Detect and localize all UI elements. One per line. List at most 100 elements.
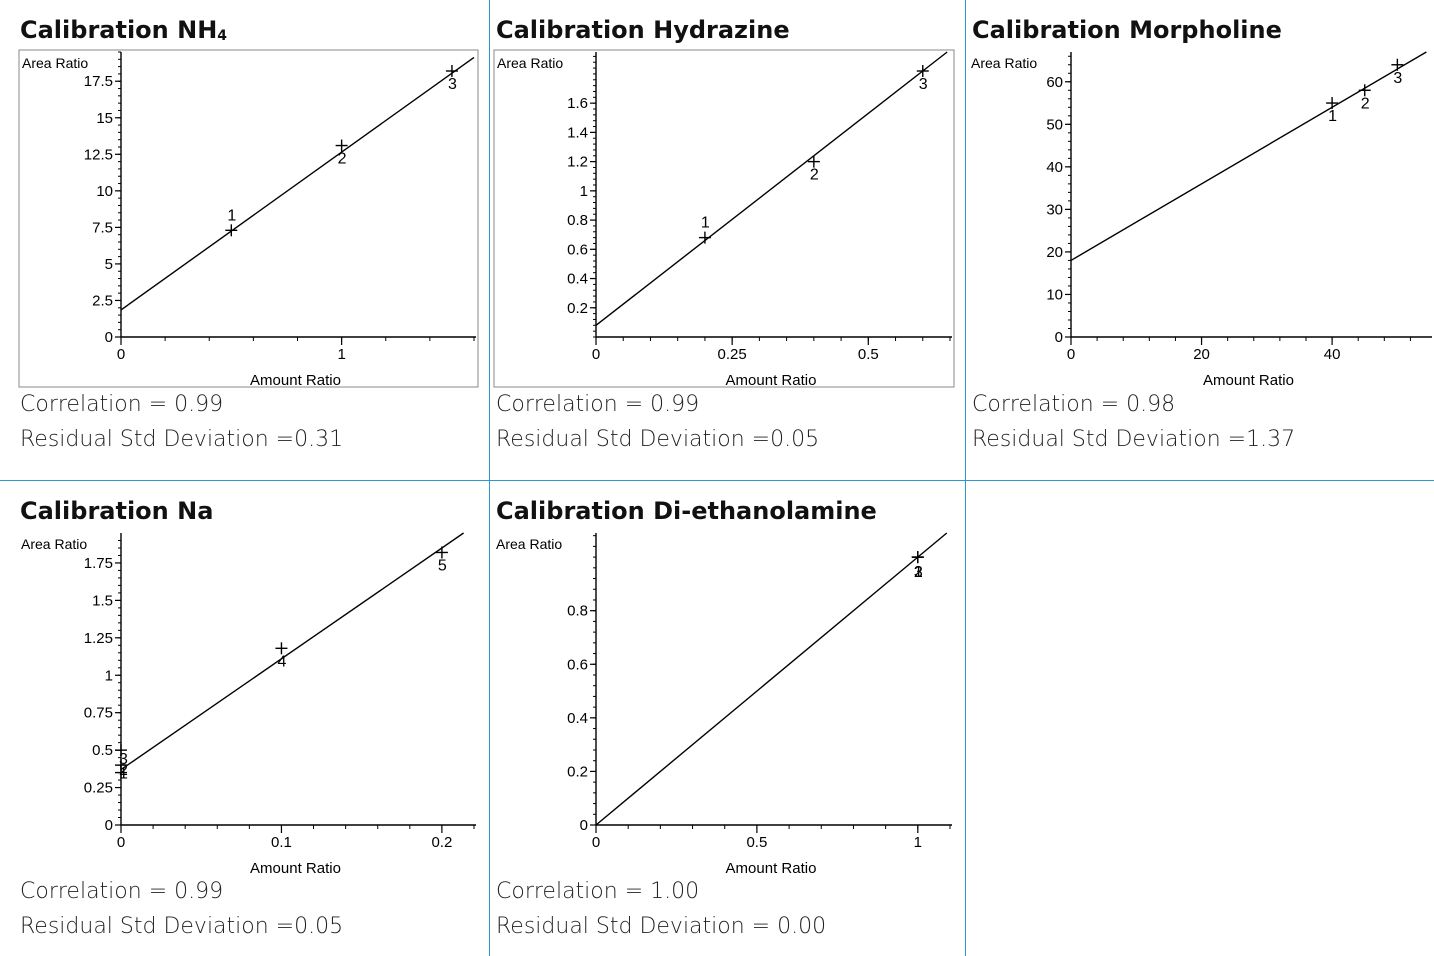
y-tick-label: 1.4 [567,124,588,141]
y-tick-label: 0.8 [567,603,588,620]
data-point: 3 [445,65,458,93]
y-tick-label: 1 [580,183,588,200]
chart-plot: 0 0.25 0.5 0.75 1 1.25 1.5 1.75 0 0.1 0.2 Area Rati… [21,532,476,877]
y-tick-label: 12.5 [84,146,113,163]
x-axis-label: Amount Ratio [726,372,817,389]
panel-morpholine: Calibration Morpholine 0 10 20 30 40 50 60 0 20 40… [966,0,1434,481]
plot-frame [18,49,479,388]
data-point: 3 [115,744,128,768]
y-tick-label: 0 [105,817,113,834]
y-tick-label: 1.5 [92,592,113,609]
y-tick-label: 0.8 [567,212,588,229]
x-tick-label: 0.25 [718,346,747,363]
chart-plot: 0.2 0.4 0.6 0.8 1 1.2 1.4 1.6 0 0.25 0.5 Area Ratio… [493,49,955,389]
y-tick-label: 1.75 [84,555,113,572]
y-tick-label: 60 [1046,74,1063,91]
chart-title: Calibration Morpholine [972,14,1282,46]
data-point: 4 [275,642,288,670]
y-tick-label: 1.6 [567,95,588,112]
y-tick-label: 40 [1046,159,1063,176]
fit-line [120,532,464,771]
y-axis-label: Area Ratio [497,55,563,71]
point-label: 3 [914,564,923,581]
correlation-text: Correlation = 0.99 [20,879,224,904]
point-label: 4 [277,653,286,670]
x-tick-label: 0 [592,346,600,363]
chart-title: Calibration Na [20,495,213,527]
y-tick-label: 5 [105,256,113,273]
y-tick-label: 0.6 [567,656,588,673]
point-label: 2 [1361,95,1370,112]
y-tick-label: 50 [1046,116,1063,133]
x-tick-label: 0.5 [746,834,767,851]
point-label: 3 [448,76,457,93]
y-axis-label: Area Ratio [971,55,1037,71]
y-tick-label: 20 [1046,244,1063,261]
point-label: 3 [1393,70,1402,87]
x-tick-label: 0.2 [431,834,452,851]
x-tick-label: 1 [914,834,922,851]
y-tick-label: 17.5 [84,73,113,90]
x-tick-label: 0 [117,346,125,363]
fit-line [595,51,948,326]
panel-empty [966,481,1434,956]
y-tick-label: 7.5 [92,219,113,236]
x-axis-label: Amount Ratio [250,372,341,389]
y-tick-label: 0.6 [567,241,588,258]
y-tick-label: 0.2 [567,763,588,780]
x-tick-label: 0 [1067,346,1075,363]
point-label: 1 [227,207,236,224]
y-tick-label: 0 [1055,329,1063,346]
data-point: 1 [698,215,711,244]
x-tick-label: 1 [337,346,345,363]
y-axis-label: Area Ratio [22,55,88,71]
data-point: 3 [1391,58,1404,87]
x-axis-label: Amount Ratio [250,860,341,877]
data-point: 1 [1326,97,1339,125]
chart-title-main: Calibration Di-ethanolamine [496,497,877,525]
chart-title-main: Calibration Na [20,497,214,525]
point-label: 1 [119,766,128,783]
y-tick-label: 0.4 [567,710,588,727]
y-axis-label: Area Ratio [21,536,87,552]
y-tick-label: 0.5 [92,742,113,759]
x-tick-label: 0.5 [858,346,879,363]
x-tick-label: 40 [1324,346,1341,363]
correlation-text: Correlation = 0.98 [972,392,1176,417]
point-label: 2 [119,762,128,779]
data-point: 5 [435,546,448,574]
data-point: 3 [916,65,929,93]
x-tick-label: 0 [117,834,125,851]
x-tick-label: 0 [592,834,600,851]
data-point: 3 [911,551,924,581]
residual-text: Residual Std Deviation =0.05 [20,914,344,939]
chart-plot: 0 10 20 30 40 50 60 0 20 40 Area Ratio Amount Ratio… [971,51,1432,389]
chart-title-main: Calibration NH [20,16,218,44]
point-label: 2 [338,151,347,168]
data-point: 2 [335,139,348,168]
data-point: 2 [1358,84,1371,112]
chart-plot: 0 2.5 5 7.5 10 12.5 15 17.5 0 1 Area Ratio Amount R… [18,49,479,389]
residual-text: Residual Std Deviation =1.37 [972,427,1296,452]
panel-di-ethanolamine: Calibration Di-ethanolamine 0 0.2 0.4 0.6 0.8… [490,481,966,956]
data-point: 2 [115,759,128,779]
chart-title-main: Calibration Morpholine [972,16,1282,44]
residual-text: Residual Std Deviation = 0.00 [496,914,827,939]
chart-plot: 0 0.2 0.4 0.6 0.8 0 0.5 1 Area Ratio Amount Ratio… [496,532,952,877]
residual-text: Residual Std Deviation =0.05 [496,427,820,452]
y-tick-label: 15 [96,110,113,127]
chart-title: Calibration Hydrazine [496,14,790,46]
y-tick-label: 0.25 [84,780,113,797]
correlation-text: Correlation = 0.99 [496,392,700,417]
y-tick-label: 0 [105,329,113,346]
panel-na: Calibration Na 0 0.25 0.5 0.75 1 1.25 1.5 1.75 0 0… [0,481,490,956]
correlation-text: Correlation = 1.00 [496,879,700,904]
y-tick-label: 1.2 [567,154,588,171]
chart-title-main: Calibration Hydrazine [496,16,790,44]
y-tick-label: 10 [1046,286,1063,303]
y-tick-label: 0.2 [567,300,588,317]
y-tick-label: 2.5 [92,292,113,309]
y-axis-label: Area Ratio [496,536,562,552]
y-tick-label: 10 [96,183,113,200]
x-axis-label: Amount Ratio [726,860,817,877]
